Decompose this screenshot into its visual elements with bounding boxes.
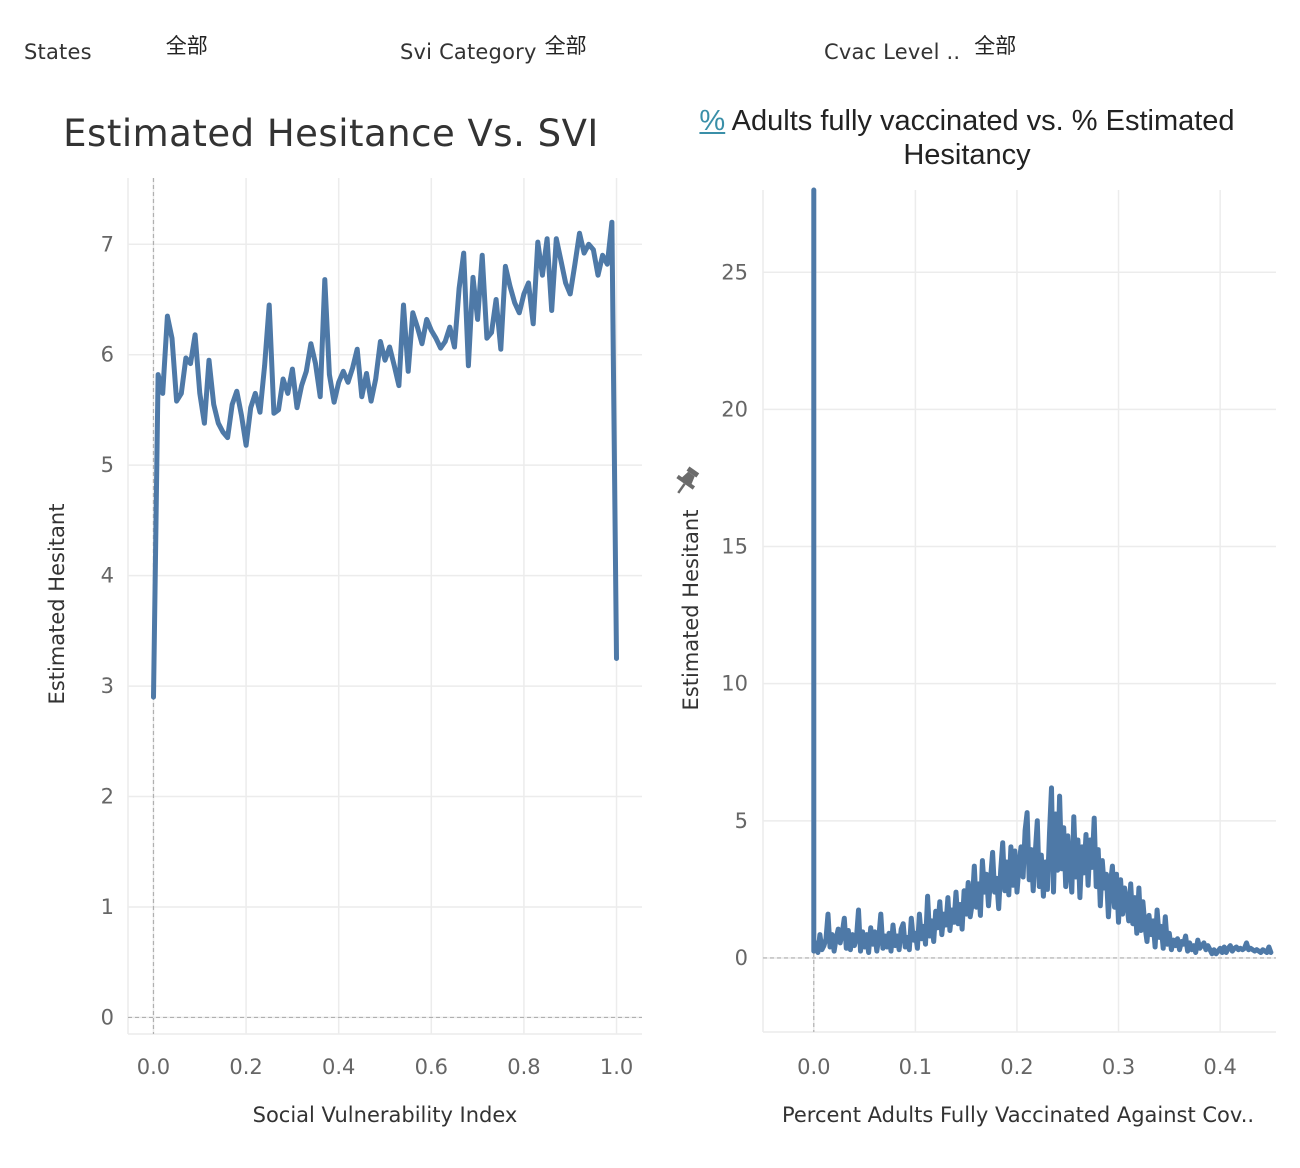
x-tick-label: 0.0 [797, 1055, 830, 1079]
filter-cvac-level[interactable]: Cvac Level .. 全部 [824, 30, 1016, 64]
x-tick-label: 0.4 [1203, 1055, 1236, 1079]
y-tick-label: 6 [101, 343, 114, 367]
y-tick-label: 3 [101, 674, 114, 698]
pin-icon[interactable] [670, 464, 702, 498]
y-tick-label: 10 [721, 672, 748, 696]
y-axis-title: Estimated Hesitant [45, 504, 69, 705]
series-line[interactable] [151, 219, 619, 700]
filter-label: Svi Category [400, 40, 537, 64]
filter-label: States [24, 40, 92, 64]
x-tick-label: 0.2 [229, 1055, 262, 1079]
y-tick-label: 2 [101, 785, 114, 809]
y-tick-label: 7 [101, 232, 114, 256]
y-tick-label: 20 [721, 397, 748, 421]
x-tick-label: 0.3 [1102, 1055, 1135, 1079]
y-tick-label: 5 [101, 453, 114, 477]
y-tick-label: 0 [101, 1005, 114, 1029]
svi-hesitance-chart[interactable]: 0.0 0.2 0.4 0.6 0.8 1.0 0 1 2 3 4 5 6 7 Social Vulnera… [45, 178, 642, 1127]
x-axis-title: Percent Adults Fully Vaccinated Against … [782, 1103, 1254, 1127]
series-line[interactable] [811, 187, 1274, 957]
x-tick-label: 0.8 [507, 1055, 540, 1079]
y-tick-label: 1 [101, 895, 114, 919]
x-tick-label: 1.0 [600, 1055, 633, 1079]
y-tick-label: 0 [735, 946, 748, 970]
filter-value[interactable]: 全部 [544, 34, 587, 58]
percent-link[interactable]: % [699, 105, 726, 137]
vaccination-chart-title: % Adults fully vaccinated vs. % Estimate… [682, 104, 1252, 172]
x-tick-label: 0.6 [415, 1055, 448, 1079]
vaccination-hesitancy-chart[interactable]: 0.0 0.1 0.2 0.3 0.4 0 5 10 15 20 25 Percent Adults … [679, 187, 1276, 1127]
svi-chart-title: Estimated Hesitance Vs. SVI [63, 112, 599, 155]
filter-label: Cvac Level .. [824, 40, 961, 64]
x-tick-label: 0.2 [1000, 1055, 1033, 1079]
x-axis-title: Social Vulnerability Index [253, 1103, 518, 1127]
y-tick-label: 4 [101, 564, 114, 588]
filter-value[interactable]: 全部 [165, 34, 208, 58]
vaccination-chart-title-text: Adults fully vaccinated vs. % Estimated … [725, 105, 1235, 171]
y-tick-label: 25 [721, 260, 748, 284]
y-axis-title: Estimated Hesitant [679, 510, 703, 711]
y-tick-label: 5 [735, 809, 748, 833]
filter-value[interactable]: 全部 [974, 34, 1017, 58]
x-tick-label: 0.1 [899, 1055, 932, 1079]
filter-states[interactable]: States 全部 [24, 30, 208, 64]
y-tick-label: 15 [721, 535, 748, 559]
x-tick-label: 0.0 [137, 1055, 170, 1079]
filter-svi-category[interactable]: Svi Category 全部 [400, 30, 587, 64]
x-tick-label: 0.4 [322, 1055, 355, 1079]
